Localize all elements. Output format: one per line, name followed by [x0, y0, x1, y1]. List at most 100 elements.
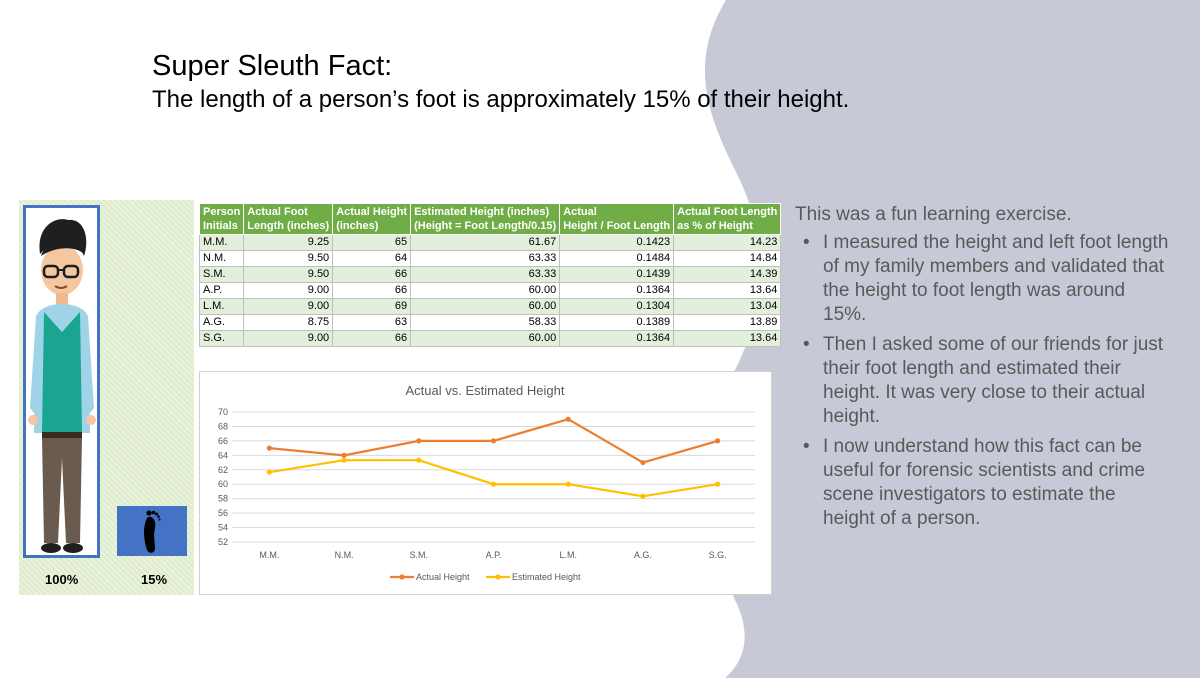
cell-estimated-height: 58.33 [410, 314, 561, 331]
cell-initials: L.M. [198, 298, 245, 315]
y-tick-label: 56 [218, 508, 228, 518]
table-row: A.G. 8.75 63 58.33 0.1389 13.89 [198, 314, 782, 331]
list-item: • I measured the height and left foot len… [795, 231, 1170, 327]
column-header: Actual Foot Length as % of Height [673, 203, 782, 235]
cell-percent: 13.89 [673, 314, 782, 331]
cell-actual-height: 65 [332, 234, 412, 251]
y-tick-label: 64 [218, 450, 228, 460]
x-tick-label: S.M. [410, 550, 429, 560]
table-row: S.M. 9.50 66 63.33 0.1439 14.39 [198, 266, 782, 283]
column-header: Person Initials [198, 203, 245, 235]
list-item: • Then I asked some of our friends for ju… [795, 333, 1170, 429]
cell-estimated-height: 60.00 [410, 330, 561, 347]
cell-actual-height: 69 [332, 298, 412, 315]
cell-foot-length: 9.00 [243, 298, 334, 315]
cell-foot-length: 9.50 [243, 250, 334, 267]
cell-percent: 14.84 [673, 250, 782, 267]
cell-percent: 13.64 [673, 330, 782, 347]
data-point [266, 469, 272, 475]
slide-subtitle: The length of a person’s foot is approxi… [152, 86, 850, 113]
bullet-text: I now understand how this fact can be us… [823, 436, 1146, 529]
series-line-1 [269, 459, 718, 498]
y-tick-label: 68 [218, 421, 228, 431]
data-point [490, 481, 497, 487]
footprint-icon [144, 510, 161, 553]
x-tick-label: A.G. [634, 550, 652, 560]
cell-actual-height: 66 [332, 282, 412, 299]
y-tick-label: 62 [218, 465, 228, 475]
cell-foot-length: 9.00 [243, 282, 334, 299]
y-tick-label: 54 [218, 523, 228, 533]
y-tick-label: 60 [218, 479, 228, 489]
data-point [715, 481, 721, 487]
column-header: Actual Height / Foot Length [559, 203, 675, 235]
x-tick-label: M.M. [259, 550, 279, 560]
data-point [565, 416, 571, 422]
cell-estimated-height: 60.00 [410, 298, 561, 315]
notes-panel: This was a fun learning exercise. • I mea… [795, 203, 1170, 537]
table-row: N.M. 9.50 64 63.33 0.1484 14.84 [198, 250, 782, 267]
cell-initials: M.M. [198, 234, 245, 251]
table-row: M.M. 9.25 65 61.67 0.1423 14.23 [198, 234, 782, 251]
person-illustration-icon [28, 219, 96, 553]
cell-foot-length: 9.50 [243, 266, 334, 283]
cell-percent: 14.39 [673, 266, 782, 283]
legend-label: Estimated Height [512, 572, 581, 582]
data-point [416, 438, 422, 444]
y-tick-label: 52 [218, 537, 228, 547]
cell-initials: S.M. [198, 266, 245, 283]
cell-ratio: 0.1423 [559, 234, 675, 251]
bullet-icon: • [803, 232, 810, 253]
cell-foot-length: 9.25 [243, 234, 334, 251]
data-point [341, 452, 347, 458]
x-tick-label: A.P. [486, 550, 502, 560]
data-point [565, 481, 571, 487]
cell-estimated-height: 63.33 [410, 250, 561, 267]
x-tick-label: N.M. [335, 550, 354, 560]
data-point [416, 457, 422, 463]
cell-actual-height: 66 [332, 266, 412, 283]
y-tick-label: 66 [218, 436, 228, 446]
data-point [640, 493, 646, 499]
figure-panel: 100% 15% [19, 200, 194, 595]
wave-fill [704, 0, 1200, 678]
list-item: • I now understand how this fact can be u… [795, 435, 1170, 531]
cell-estimated-height: 61.67 [410, 234, 561, 251]
legend-marker [495, 574, 501, 580]
cell-ratio: 0.1389 [559, 314, 675, 331]
table-row: A.P. 9.00 66 60.00 0.1364 13.64 [198, 282, 782, 299]
table-row: L.M. 9.00 69 60.00 0.1304 13.04 [198, 298, 782, 315]
foot-frame [117, 506, 187, 556]
column-header: Actual Foot Length (inches) [243, 203, 334, 235]
cell-initials: S.G. [198, 330, 245, 347]
cell-actual-height: 66 [332, 330, 412, 347]
cell-initials: A.G. [198, 314, 245, 331]
legend-marker [399, 574, 405, 580]
cell-ratio: 0.1364 [559, 330, 675, 347]
data-point [640, 459, 646, 466]
column-header: Actual Height (inches) [332, 203, 412, 235]
measurements-table: Person Initials Actual Foot Length (inches… [198, 203, 782, 347]
bullet-icon: • [803, 436, 810, 457]
person-percent-label: 100% [45, 572, 79, 587]
height-chart: Actual vs. Estimated Height 52 54 56 58 60 62… [199, 371, 772, 595]
data-point [490, 438, 497, 444]
table-header-row: Person Initials Actual Foot Length (inches… [198, 203, 782, 235]
data-point [266, 445, 272, 451]
slide-title: Super Sleuth Fact: [152, 50, 393, 82]
column-header: Estimated Height (inches) (Height = Foot … [410, 203, 561, 235]
chart-title: Actual vs. Estimated Height [406, 383, 565, 398]
cell-ratio: 0.1439 [559, 266, 675, 283]
cell-ratio: 0.1304 [559, 298, 675, 315]
notes-list: • I measured the height and left foot len… [795, 231, 1170, 531]
foot-percent-label: 15% [141, 572, 168, 587]
x-tick-label: S.G. [709, 550, 727, 560]
legend-label: Actual Height [416, 572, 470, 582]
chart-svg: Actual vs. Estimated Height 52 54 56 58 60 62… [218, 383, 755, 582]
data-point [341, 457, 347, 463]
person-frame [23, 205, 100, 558]
bullet-text: I measured the height and left foot leng… [823, 232, 1169, 325]
cell-initials: N.M. [198, 250, 245, 267]
notes-intro: This was a fun learning exercise. [795, 204, 1072, 225]
